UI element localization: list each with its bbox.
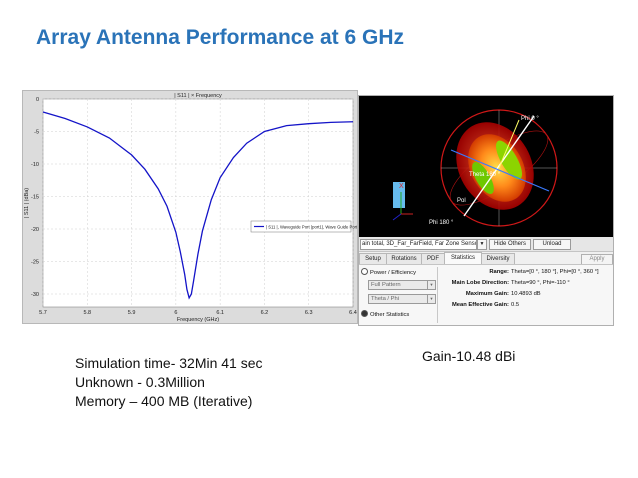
range-label: Range:: [489, 269, 509, 275]
tab-bar: Setup Rotations PDF Statistics Diversity: [359, 252, 613, 265]
max-gain-value: 10.4893 dB: [511, 291, 541, 297]
chart-title: | S11 | × Frequency: [174, 93, 222, 99]
x-tick-label: 5.8: [83, 310, 91, 316]
tab-setup[interactable]: Setup: [359, 253, 387, 264]
range-value: Theta=[0 °, 180 °], Phi=[0 °, 360 °]: [511, 269, 599, 275]
label-phi180: Phi 180 °: [429, 220, 454, 226]
theta-phi-select[interactable]: Theta / Phi ▼: [368, 294, 436, 304]
tab-diversity[interactable]: Diversity: [481, 253, 515, 264]
y-tick-label: -10: [31, 162, 39, 168]
tab-rotations[interactable]: Rotations: [386, 253, 422, 264]
full-pattern-select[interactable]: Full Pattern ▼: [368, 280, 436, 290]
s11-plot-panel: 5.7 5.8 5.9 6 6.1 6.2 6.3 6.4 0 -5 -10 -15 -20 -25 -30…: [22, 90, 358, 324]
radiation-pattern-graphic: Phi 0 ° Theta 180 ° Pol Phi 180 ° X: [392, 109, 558, 227]
farfield-panel: Phi 0 ° Theta 180 ° Pol Phi 180 ° X ain …: [358, 95, 614, 326]
label-x-axis: X: [399, 183, 404, 190]
simulation-notes: Simulation time- 32Min 41 sec Unknown - …: [75, 354, 263, 411]
s11-chart: 5.7 5.8 5.9 6 6.1 6.2 6.3 6.4 0 -5 -10 -15 -20 -25 -30…: [24, 93, 357, 323]
mean-eff-gain-value: 0.5: [511, 302, 520, 308]
tab-pdf[interactable]: PDF: [421, 253, 445, 264]
result-select[interactable]: ain total, 3D_Far_FarField, Far Zone Sen…: [360, 239, 477, 250]
label-pol: Pol: [457, 198, 466, 204]
s11-series-line: [42, 111, 354, 300]
power-efficiency-option[interactable]: Power / Efficiency: [361, 268, 416, 276]
legend-box: [250, 220, 352, 233]
slide-title: Array Antenna Performance at 6 GHz: [36, 26, 405, 49]
statistics-area: Power / Efficiency Full Pattern ▼ Theta /…: [359, 264, 613, 325]
unload-button[interactable]: Unload: [533, 239, 571, 250]
label-phi0: Phi 0 °: [521, 116, 539, 122]
x-axis-label: Frequency (GHz): [177, 317, 219, 323]
chevron-down-icon[interactable]: ▼: [477, 239, 487, 250]
x-tick-label: 5.9: [128, 310, 136, 316]
y-tick-label: -20: [31, 227, 39, 233]
x-tick-label: 6.2: [261, 310, 269, 316]
divider: [437, 267, 438, 323]
y-tick-label: -30: [31, 292, 39, 298]
hide-others-button[interactable]: Hide Others: [489, 239, 531, 250]
result-toolbar: ain total, 3D_Far_FarField, Far Zone Sen…: [359, 237, 613, 252]
y-tick-label: -5: [34, 130, 39, 136]
label-theta180: Theta 180 °: [469, 172, 501, 178]
y-tick-label: -25: [31, 260, 39, 266]
gain-note: Gain-10.48 dBi: [422, 348, 516, 364]
mean-eff-gain-label: Mean Effective Gain:: [451, 302, 509, 308]
main-lobe-label: Main Lobe Direction:: [451, 280, 509, 286]
note-line: Memory – 400 MB (Iterative): [75, 393, 253, 409]
other-statistics-option[interactable]: Other Statistics: [361, 310, 409, 318]
plot-area: [42, 98, 354, 308]
note-line: Simulation time- 32Min 41 sec: [75, 355, 263, 371]
x-tick-label: 6.3: [305, 310, 313, 316]
y-axis-label: | S11 | (dBa): [24, 188, 30, 218]
main-lobe-value: Theta=90 °, Phi=-110 °: [511, 280, 570, 286]
y-tick-label: 0: [36, 97, 39, 103]
legend-entry: | S11 |, Waveguide Port (port1), Wave Gu…: [266, 225, 357, 230]
x-tick-label: 6: [174, 310, 177, 316]
x-tick-label: 5.7: [39, 310, 47, 316]
y-tick-label: -15: [31, 195, 39, 201]
note-line: Unknown - 0.3Million: [75, 374, 205, 390]
x-tick-label: 6.1: [216, 310, 224, 316]
max-gain-label: Maximum Gain:: [465, 291, 509, 297]
radiation-pattern-view[interactable]: Phi 0 ° Theta 180 ° Pol Phi 180 ° X: [359, 96, 613, 237]
x-tick-label: 6.4: [349, 310, 357, 316]
